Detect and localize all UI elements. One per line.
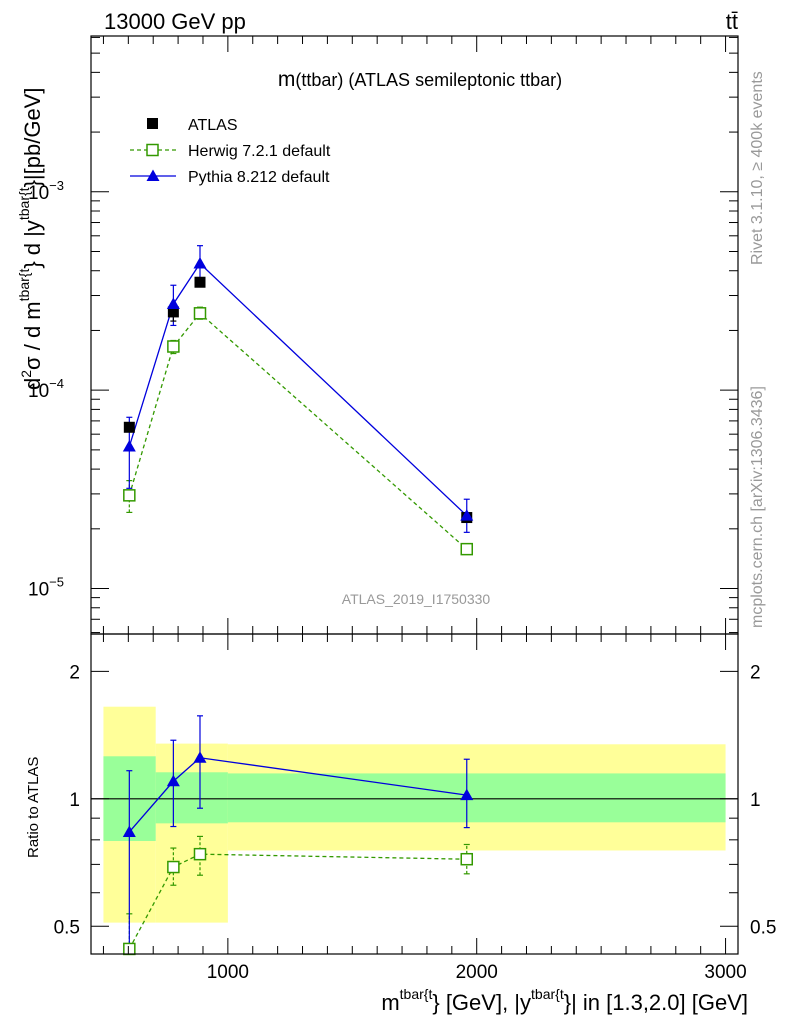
legend-marker-herwig [146,143,159,157]
ratio-herwig-point [123,942,136,956]
legend-marker-atlas [147,118,158,129]
y-label-mid: } d |y [20,220,45,269]
ratio-pythia-line [128,757,467,833]
chart-title-rest: (ttbar) (ATLAS semileptonic ttbar) [295,70,562,90]
ratio-pythia-point [122,825,136,837]
rivet-label: Rivet 3.1.10, ≥ 400k events [749,71,766,265]
y-label-d: d [20,378,45,390]
ratio-ytick-label-right: 2 [750,662,761,683]
legend-marker-pythia [146,169,160,181]
ratio-y-label: Ratio to ATLAS [25,757,42,858]
atlas-point [123,421,135,433]
chart-title: m(ttbar) (ATLAS semileptonic ttbar) [278,68,562,91]
ytick-base: 10 [28,183,49,204]
y-axis-label: d2σ / d mtbar{t} d |ytbar{t}|[pb/GeV] [16,88,45,390]
ratio-pythia-point [166,774,180,787]
pythia-point [193,257,207,269]
herwig-point [460,542,474,556]
ytick-exponent: −5 [49,575,64,590]
legend-label-pythia: Pythia 8.212 default [188,169,330,186]
x-axis-label: mtbar{t} [GeV], |ytbar{t}| in [1.3,2.0] … [381,986,748,1015]
ytick-base: 10 [28,381,49,402]
legend-label-herwig: Herwig 7.2.1 default [188,143,331,160]
y-label-sup3: tbar{t [16,187,32,220]
legend: ATLAS Herwig 7.2.1 default Pythia 8.212 … [130,117,331,186]
y-label-sup1: 2 [18,370,34,378]
ratio-pythia-point [460,788,474,801]
ytick-exponent: −4 [49,376,64,391]
process-label: tt̄ [726,9,738,34]
x-label-c: }| in [1.3,2.0] [GeV] [564,990,748,1015]
main-plot-panel: 10−510−410−3 m(ttbar) (ATLAS semileptoni… [16,35,739,635]
main-ytick-label: 10−3 [28,178,64,204]
pythia-point [460,509,474,521]
xtick-label: 3000 [704,962,746,983]
analysis-id: ATLAS_2019_I1750330 [342,591,491,607]
herwig-point [167,340,180,353]
energy-label: 13000 GeV pp [104,9,246,34]
chart-title-main: m [278,68,296,91]
xtick-label: 2000 [456,962,498,983]
herwig-point [193,307,207,320]
x-label-b: } [GeV], |y [432,990,531,1015]
uncertainty-band-inner [227,773,726,823]
atlas-point [194,276,206,288]
ratio-herwig-point [193,847,207,861]
x-label-sup1: tbar{t [400,986,433,1002]
ratio-herwig-line [128,853,467,950]
legend-label-atlas: ATLAS [188,117,238,134]
ratio-ytick-label-right: 0.5 [750,917,776,938]
pythia-point [122,440,136,452]
ratio-ytick-label-left: 0.5 [54,917,80,938]
main-ytick-label: 10−5 [28,575,64,601]
y-label-sup2: tbar{t [16,269,32,302]
herwig-point [123,489,136,502]
ytick-exponent: −3 [49,178,64,193]
y-label-sigma: σ / d m [20,301,45,370]
x-label-a: m [381,990,399,1015]
x-label-sup2: tbar{t [531,986,564,1002]
ratio-ytick-label-left: 1 [69,790,80,811]
herwig-line [128,312,468,550]
main-ytick-label: 10−4 [28,376,64,402]
uncertainty-band-outer [155,743,228,923]
ratio-ytick-label-right: 1 [750,790,761,811]
ytick-base: 10 [28,580,49,601]
ratio-pythia-point [193,751,207,763]
uncertainty-band-inner [155,772,228,824]
y-label-end: }|[pb/GeV] [20,88,45,188]
xtick-label: 1000 [207,962,249,983]
ratio-herwig-point [460,852,474,866]
ratio-plot-frame [90,633,739,955]
pythia-line [128,262,468,517]
ratio-herwig-point [167,860,180,874]
pythia-point [166,297,180,309]
ratio-ytick-label-left: 2 [69,662,80,683]
atlas-point [167,306,179,318]
mcplots-label: mcplots.cern.ch [arXiv:1306.3436] [749,386,766,628]
